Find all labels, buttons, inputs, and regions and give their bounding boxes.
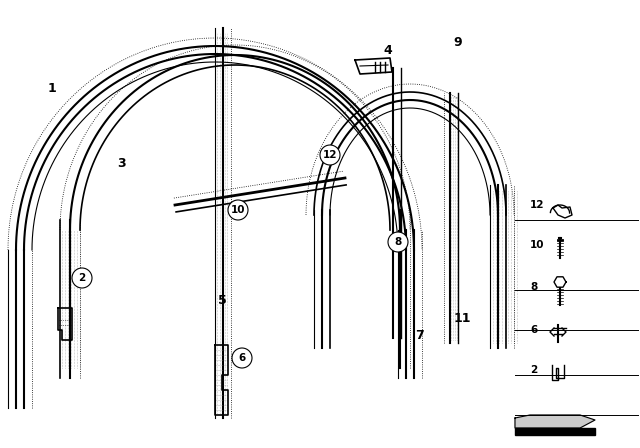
Text: 3: 3 bbox=[118, 156, 126, 169]
Polygon shape bbox=[554, 277, 566, 287]
Text: 1: 1 bbox=[47, 82, 56, 95]
Polygon shape bbox=[515, 415, 595, 428]
Text: 6: 6 bbox=[530, 325, 537, 335]
Text: 7: 7 bbox=[415, 328, 424, 341]
Text: 8: 8 bbox=[530, 282, 537, 292]
Text: 12: 12 bbox=[530, 200, 545, 210]
Text: 2: 2 bbox=[530, 365, 537, 375]
Circle shape bbox=[72, 268, 92, 288]
Circle shape bbox=[320, 145, 340, 165]
Text: 10: 10 bbox=[530, 240, 545, 250]
Text: 4: 4 bbox=[383, 43, 392, 56]
Text: 00283144: 00283144 bbox=[550, 428, 593, 438]
Text: 10: 10 bbox=[231, 205, 245, 215]
Text: 11: 11 bbox=[453, 311, 471, 324]
Text: 5: 5 bbox=[218, 293, 227, 306]
Text: 8: 8 bbox=[394, 237, 402, 247]
Text: 2: 2 bbox=[78, 273, 86, 283]
Circle shape bbox=[388, 232, 408, 252]
Polygon shape bbox=[515, 428, 595, 435]
Text: 6: 6 bbox=[238, 353, 246, 363]
Circle shape bbox=[232, 348, 252, 368]
Text: 9: 9 bbox=[454, 35, 462, 48]
Text: 12: 12 bbox=[323, 150, 337, 160]
Circle shape bbox=[228, 200, 248, 220]
